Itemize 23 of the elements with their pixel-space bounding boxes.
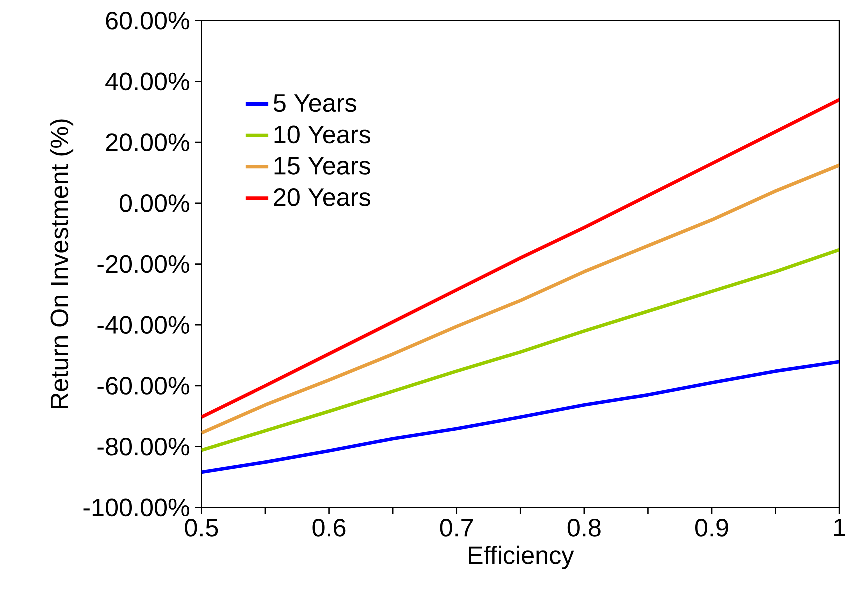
y-tick-label: -80.00% <box>98 438 190 456</box>
legend-label: 20 Years <box>274 188 370 206</box>
y-tick-label: 20.00% <box>106 134 190 152</box>
line-series <box>202 248 840 452</box>
x-tick-label: 0.6 <box>312 518 346 537</box>
x-tick-label: 1 <box>834 518 846 536</box>
x-tick-label: 0.8 <box>568 518 601 537</box>
y-tick-label: 0.00% <box>120 194 190 212</box>
x-axis-title: Efficiency <box>469 546 574 570</box>
legend-label: 10 Years <box>274 126 370 144</box>
x-tick-label: 0.7 <box>440 518 474 537</box>
y-tick-label: 60.00% <box>106 12 190 30</box>
x-tick-label: 0.9 <box>695 518 728 537</box>
legend-label: 5 Years <box>274 94 356 112</box>
y-tick-label: -100.00% <box>84 498 190 517</box>
line-series <box>202 360 840 474</box>
x-tick-label: 0.5 <box>185 518 218 537</box>
y-tick-label: -20.00% <box>98 255 190 274</box>
y-tick-label: -60.00% <box>98 377 190 395</box>
y-tick-label: 40.00% <box>106 72 190 91</box>
legend-label: 15 Years <box>274 157 370 175</box>
y-axis-title: Return On Investment (%) <box>50 120 74 408</box>
y-tick-label: -40.00% <box>98 316 190 334</box>
